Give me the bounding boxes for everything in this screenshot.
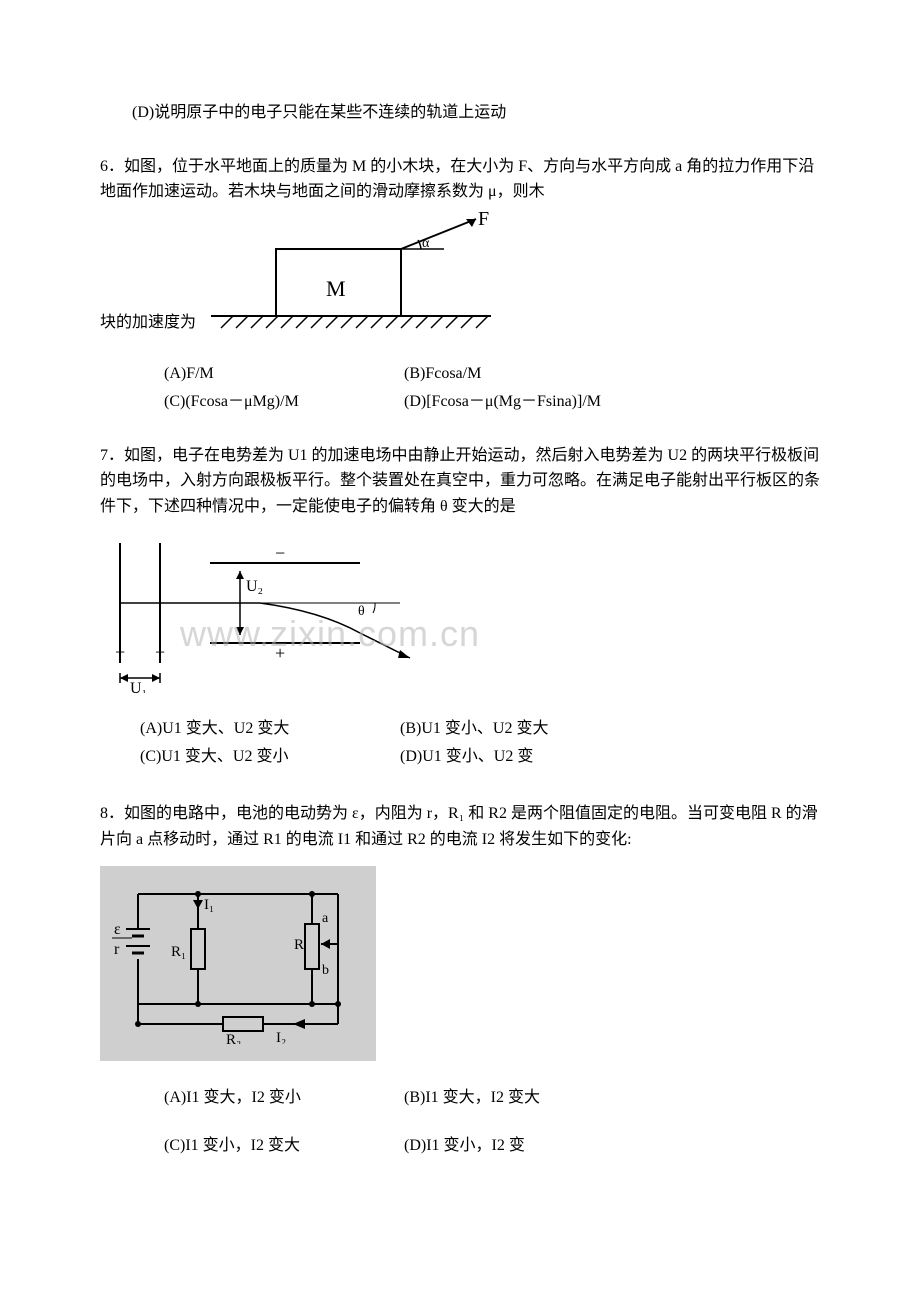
- q7-options-row1: (A)U1 变大、U2 变大 (B)U1 变小、U2 变大: [140, 716, 820, 742]
- q7-stem: 7．如图，电子在电势差为 U1 的加速电场中由静止开始运动，然后射入电势差为 U…: [100, 443, 820, 520]
- q6-stem: 6．如图，位于水平地面上的质量为 M 的小木块，在大小为 F、方向与水平方向成 …: [100, 154, 820, 205]
- q7-diagram-wrap: www.zixin.com.cn − + U₁ − + U₂: [100, 533, 820, 702]
- q6-options-row2: (C)(Fcosa－μMg)/M (D)[Fcosa－μ(Mg－Fsina)]/…: [164, 389, 820, 415]
- q8-R2-label: R₂: [226, 1032, 241, 1044]
- q7-option-b: (B)U1 变小、U2 变大: [400, 716, 548, 742]
- q6-options-row1: (A)F/M (B)Fcosa/M: [164, 361, 820, 387]
- q7-option-c: (C)U1 变大、U2 变小: [140, 744, 400, 770]
- q8-a-label: a: [322, 911, 329, 926]
- q6-suffix-with-diagram: 块的加速度为: [100, 211, 820, 340]
- q8-r-label: r: [114, 941, 120, 958]
- q8-option-c: (C)I1 变小，I2 变大: [164, 1133, 404, 1159]
- q8-eps-label: ε: [114, 921, 121, 938]
- q7-U2-label: U₂: [246, 578, 263, 595]
- svg-text:−: −: [275, 543, 285, 563]
- q7-option-a: (A)U1 变大、U2 变大: [140, 716, 400, 742]
- svg-text:+: +: [155, 642, 165, 662]
- q5-option-d: (D)说明原子中的电子只能在某些不连续的轨道上运动: [100, 100, 820, 126]
- q7-diagram: − + U₁ − + U₂ θ: [100, 533, 460, 693]
- q8-I1-label: I₁: [204, 897, 214, 913]
- q7-option-d: (D)U1 变小、U2 变: [400, 744, 533, 770]
- q8-option-b: (B)I1 变大，I2 变大: [404, 1085, 540, 1111]
- q8-stem: 8．如图的电路中，电池的电动势为 ε，内阻为 r，R₁ 和 R2 是两个阻值固定…: [100, 801, 820, 852]
- q8-b-label: b: [322, 963, 329, 978]
- q6-option-d: (D)[Fcosa－μ(Mg－Fsina)]/M: [404, 389, 601, 415]
- svg-text:−: −: [115, 642, 125, 662]
- q8-R-label: R: [294, 937, 304, 953]
- q8-diagram-wrap: ε r R₂ I₂ R₁: [100, 866, 820, 1061]
- q6-suffix-label: 块的加速度为: [100, 310, 196, 340]
- q7-theta-label: θ: [358, 604, 365, 619]
- q6-option-a: (A)F/M: [164, 361, 404, 387]
- q8-diagram: ε r R₂ I₂ R₁: [108, 874, 368, 1044]
- q7-options-row2: (C)U1 变大、U2 变小 (D)U1 变小、U2 变: [140, 744, 820, 770]
- q8-options-row1: (A)I1 变大，I2 变小 (B)I1 变大，I2 变大: [164, 1085, 820, 1111]
- q6-option-b: (B)Fcosa/M: [404, 361, 481, 387]
- q8-option-d: (D)I1 变小，I2 变: [404, 1133, 525, 1159]
- q6-option-c: (C)(Fcosa－μMg)/M: [164, 389, 404, 415]
- q6-F-label: F: [478, 211, 489, 230]
- q8-options-row2: (C)I1 变小，I2 变大 (D)I1 变小，I2 变: [164, 1133, 820, 1159]
- q6-M-label: M: [326, 276, 346, 301]
- q7-U1-label: U₁: [130, 680, 147, 693]
- q8-I2-label: I₂: [276, 1030, 286, 1044]
- svg-text:+: +: [275, 643, 285, 663]
- q8-option-a: (A)I1 变大，I2 变小: [164, 1085, 404, 1111]
- q6-diagram: M F α: [206, 211, 496, 340]
- q8-R1-label: R₁: [171, 944, 186, 960]
